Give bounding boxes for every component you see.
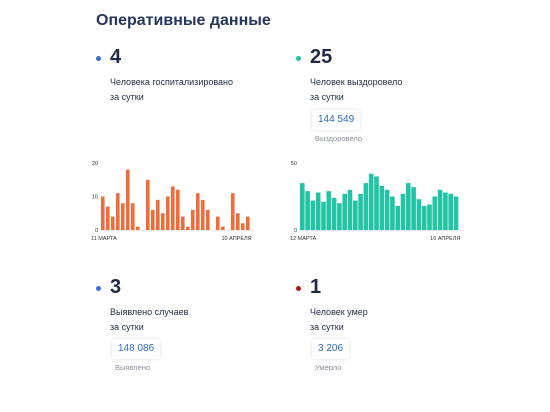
- deaths-line2: за сутки: [310, 322, 344, 332]
- recovered-bar: [368, 173, 374, 230]
- hospitalized-bar: [231, 193, 235, 230]
- hospitalized-bar: [186, 226, 190, 230]
- recovered-bar: [395, 205, 400, 230]
- hospitalized-bar: [146, 179, 150, 230]
- hospitalized-bar: [221, 226, 225, 230]
- recovered-bar: [406, 183, 411, 230]
- recovered-bar: [300, 183, 305, 230]
- recovered-bar: [347, 189, 353, 230]
- cases-value: 3: [110, 276, 122, 298]
- hospitalized-bar: [106, 206, 110, 230]
- recovered-bar: [411, 187, 416, 230]
- recovered-bar: [400, 193, 406, 230]
- hospitalized-bar: [196, 193, 200, 230]
- recovered-bar: [432, 196, 438, 230]
- recovered-bar: [305, 191, 310, 230]
- recovered-bar: [453, 196, 459, 230]
- hospitalized-bar: [216, 216, 220, 230]
- recovered-x-start-label: 12 МАРТА: [290, 236, 316, 242]
- recovered-value: 25: [310, 46, 333, 68]
- hospitalized-dot-icon: [96, 56, 101, 61]
- hospitalized-bar: [206, 209, 210, 230]
- hospitalized-bar: [246, 216, 250, 230]
- recovered-bar: [379, 185, 385, 230]
- recovered-total: 144 549: [312, 110, 361, 130]
- recovered-x-end-label: 10 АПРЕЛЯ: [430, 236, 460, 242]
- hospitalized-bar: [176, 189, 180, 230]
- hospitalized-bar: [166, 196, 170, 230]
- hospitalized-bar: [181, 216, 185, 230]
- recovered-bar: [443, 192, 448, 230]
- hospitalized-description: Человека госпитализировано за сутки: [110, 75, 290, 105]
- recovered-bar: [448, 193, 453, 230]
- recovered-bar: [374, 176, 379, 230]
- recovered-chart: 50 0 12 МАРТА 10 АПРЕЛЯ: [290, 161, 463, 242]
- cases-line1: Выявлено случаев: [110, 307, 189, 317]
- cases-total: 148 086: [112, 339, 161, 359]
- deaths-value: 1: [310, 276, 322, 298]
- hospitalized-bar: [161, 213, 165, 230]
- recovered-bar: [427, 204, 432, 230]
- recovered-bar: [326, 191, 332, 230]
- recovered-bar: [337, 203, 342, 230]
- recovered-bar: [315, 192, 321, 230]
- recovered-bar: [416, 199, 422, 230]
- hospitalized-bar: [121, 203, 125, 230]
- recovered-bar: [321, 201, 326, 230]
- hospitalized-bar: [111, 216, 115, 230]
- recovered-dot-icon: [296, 56, 301, 61]
- hospitalized-bar: [116, 193, 120, 230]
- hospitalized-bar: [131, 203, 135, 230]
- hospitalized-bar: [101, 196, 105, 230]
- cases-total-label: Выявлено: [115, 363, 151, 372]
- recovered-bar: [310, 200, 316, 230]
- recovered-bar: [353, 200, 358, 230]
- hospitalized-bar: [156, 199, 160, 230]
- deaths-total-label: Умерло: [315, 363, 342, 372]
- recovered-line2: за сутки: [310, 92, 344, 102]
- hospitalized-y-tick-label: 0: [95, 228, 98, 234]
- recovered-bar: [421, 205, 427, 230]
- recovered-line1: Человек выздоровело: [310, 77, 403, 87]
- hospitalized-bar: [171, 186, 175, 230]
- hospitalized-y-tick-label: 10: [92, 195, 98, 201]
- recovered-bar: [384, 189, 390, 230]
- hospitalized-bar: [126, 169, 130, 230]
- recovered-y-tick-label: 50: [291, 161, 297, 167]
- page-title: Оперативные данные: [96, 12, 271, 29]
- recovered-bar: [390, 196, 395, 230]
- deaths-total: 3 206: [312, 339, 350, 359]
- hospitalized-chart: 20 10 0 11 МАРТА 10 АПРЕЛЯ: [91, 161, 254, 242]
- hospitalized-bar: [241, 223, 245, 230]
- deaths-dot-icon: [296, 286, 301, 291]
- hospitalized-value: 4: [110, 46, 122, 68]
- recovered-bar: [437, 189, 443, 230]
- hospitalized-x-end-label: 10 АПРЕЛЯ: [221, 236, 251, 242]
- recovered-y-tick-label: 0: [294, 228, 297, 234]
- cases-line2: за сутки: [110, 322, 144, 332]
- recovered-description: Человек выздоровело за сутки: [310, 75, 490, 105]
- deaths-description: Человек умер за сутки: [310, 305, 490, 335]
- recovered-bar: [342, 193, 347, 230]
- hospitalized-y-tick-label: 20: [92, 161, 98, 167]
- hospitalized-line2: за сутки: [110, 92, 144, 102]
- cases-description: Выявлено случаев за сутки: [110, 305, 290, 335]
- hospitalized-bar: [236, 213, 240, 230]
- hospitalized-bar: [136, 226, 140, 230]
- recovered-bar: [363, 183, 369, 230]
- hospitalized-bar: [191, 209, 195, 230]
- recovered-bar: [358, 193, 363, 230]
- cases-dot-icon: [96, 286, 101, 291]
- hospitalized-bar: [151, 209, 155, 230]
- hospitalized-line1: Человека госпитализировано: [110, 77, 234, 87]
- recovered-bar: [331, 197, 337, 230]
- recovered-total-label: Выздоровело: [315, 134, 363, 143]
- hospitalized-bar: [201, 199, 205, 230]
- deaths-line1: Человек умер: [310, 307, 368, 317]
- hospitalized-x-start-label: 11 МАРТА: [91, 236, 117, 242]
